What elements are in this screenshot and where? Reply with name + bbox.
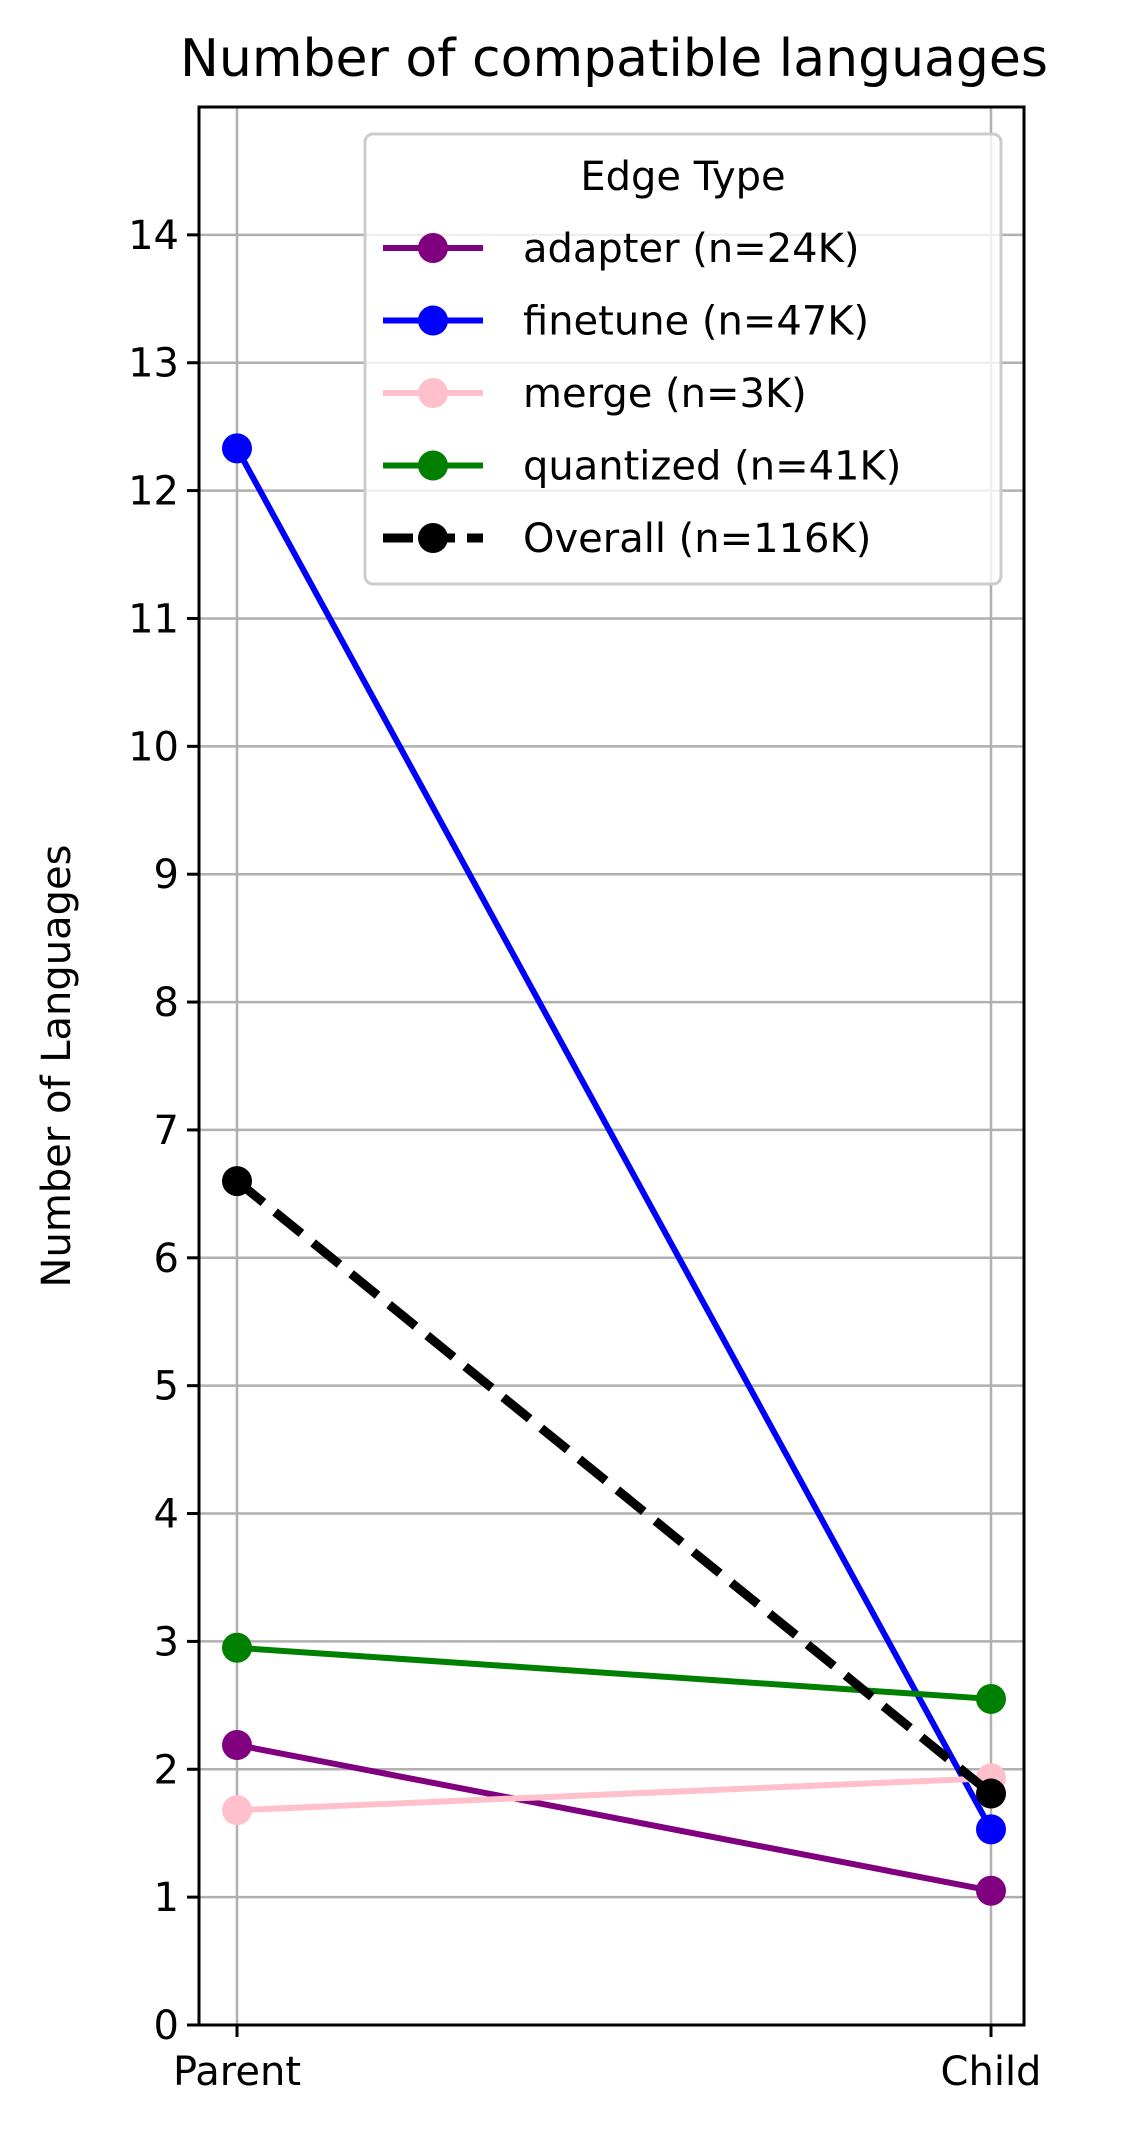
plot-frame [197,105,1026,2027]
x-axis-ticks: Parent Child [173,2025,1041,2095]
series-point [222,1795,252,1826]
legend-box [363,132,1003,586]
series-layer [222,433,1006,1906]
chart-title: Number of compatible languages [180,29,1048,89]
legend-entry: Overall (n=116K) [383,516,871,562]
series-point [976,1778,1006,1809]
legend-label: quantized (n=41K) [523,444,901,490]
legend: Edge Type adapter (n=24K) finetune (n=47K… [363,132,1003,586]
series-4 [222,1166,1006,1809]
legend-marker [418,378,448,408]
y-tick-label: 1 [154,1875,179,1921]
series-point [222,1632,252,1663]
legend-title: Edge Type [580,154,785,200]
legend-label: adapter (n=24K) [523,226,859,272]
legend-marker [418,523,448,553]
legend-entry: finetune (n=47K) [383,299,869,345]
y-tick-label: 4 [154,1492,179,1538]
y-tick-label: 10 [128,724,179,770]
y-tick-label: 9 [154,852,179,898]
series-point [976,1875,1006,1906]
y-tick-label: 2 [154,1747,179,1793]
legend-entry: merge (n=3K) [383,371,807,417]
legend-marker [418,305,448,336]
series-point [222,1729,252,1760]
series-point [222,433,252,464]
y-tick-label: 0 [154,2003,179,2049]
y-tick-label: 5 [154,1364,179,1410]
legend-label: Overall (n=116K) [523,516,871,562]
y-tick-label: 11 [128,596,179,642]
legend-label: finetune (n=47K) [523,299,869,345]
legend-marker [418,450,448,481]
series-line [234,1177,994,1798]
x-tick-label: Child [941,2049,1042,2095]
y-tick-label: 3 [154,1619,179,1665]
series-point [222,1166,252,1197]
y-axis-label: Number of Languages [34,845,80,1288]
series-line [234,446,994,1831]
y-tick-label: 8 [154,980,179,1026]
legend-entry: quantized (n=41K) [383,444,901,490]
series-line [236,1742,992,1894]
series-1 [222,433,1006,1845]
y-tick-label: 12 [128,469,179,515]
legend-marker [418,233,448,263]
y-tick-label: 14 [128,213,179,259]
series-line [236,1775,992,1814]
series-point [976,1683,1006,1714]
x-tick-label: Parent [173,2049,301,2095]
legend-entry: adapter (n=24K) [383,226,859,272]
series-0 [222,1729,1006,1906]
legend-label: merge (n=3K) [523,371,807,417]
y-tick-label: 6 [154,1236,179,1282]
y-tick-label: 7 [154,1108,179,1154]
y-tick-label: 13 [128,341,179,387]
series-point [976,1814,1006,1845]
